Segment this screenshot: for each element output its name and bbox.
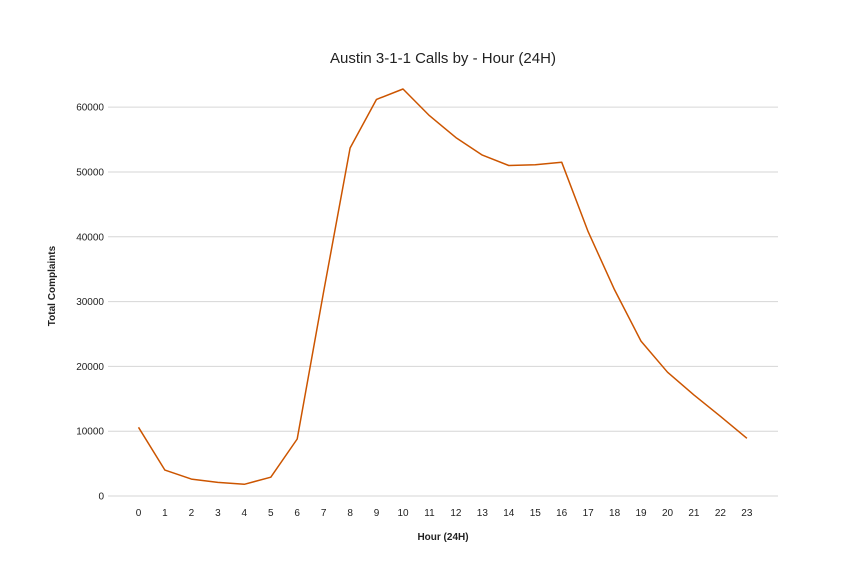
y-tick-label: 20000 bbox=[76, 362, 104, 373]
x-tick-label: 6 bbox=[294, 508, 300, 519]
x-tick-label: 22 bbox=[715, 508, 727, 519]
x-tick-label: 2 bbox=[189, 508, 195, 519]
y-tick-label: 50000 bbox=[76, 167, 104, 178]
y-axis-label: Total Complaints bbox=[47, 245, 58, 326]
series-line bbox=[139, 89, 747, 484]
gridlines bbox=[108, 107, 778, 496]
y-tick-labels: 0 10000 20000 30000 40000 50000 60000 bbox=[76, 103, 104, 503]
x-tick-label: 8 bbox=[347, 508, 353, 519]
chart-title: Austin 3-1-1 Calls by - Hour (24H) bbox=[330, 50, 556, 67]
x-tick-label: 11 bbox=[424, 508, 435, 519]
x-tick-label: 10 bbox=[397, 508, 409, 519]
x-tick-label: 21 bbox=[688, 508, 700, 519]
x-tick-label: 23 bbox=[741, 508, 753, 519]
x-tick-label: 16 bbox=[556, 508, 568, 519]
x-tick-label: 9 bbox=[374, 508, 380, 519]
x-tick-label: 3 bbox=[215, 508, 221, 519]
y-tick-label: 0 bbox=[98, 492, 104, 503]
x-tick-label: 19 bbox=[635, 508, 647, 519]
x-tick-label: 0 bbox=[136, 508, 142, 519]
x-tick-label: 17 bbox=[583, 508, 595, 519]
x-tick-label: 13 bbox=[477, 508, 489, 519]
x-tick-label: 12 bbox=[450, 508, 462, 519]
x-tick-label: 4 bbox=[242, 508, 248, 519]
x-tick-label: 5 bbox=[268, 508, 274, 519]
y-tick-label: 10000 bbox=[76, 427, 104, 438]
y-tick-label: 40000 bbox=[76, 232, 104, 243]
y-tick-label: 30000 bbox=[76, 297, 104, 308]
x-tick-label: 15 bbox=[530, 508, 542, 519]
x-axis-label: Hour (24H) bbox=[417, 532, 468, 543]
x-tick-label: 1 bbox=[162, 508, 168, 519]
x-tick-label: 14 bbox=[503, 508, 515, 519]
x-tick-label: 7 bbox=[321, 508, 327, 519]
y-tick-label: 60000 bbox=[76, 103, 104, 114]
x-tick-label: 18 bbox=[609, 508, 621, 519]
series-layer bbox=[138, 89, 746, 484]
x-tick-label: 20 bbox=[662, 508, 674, 519]
